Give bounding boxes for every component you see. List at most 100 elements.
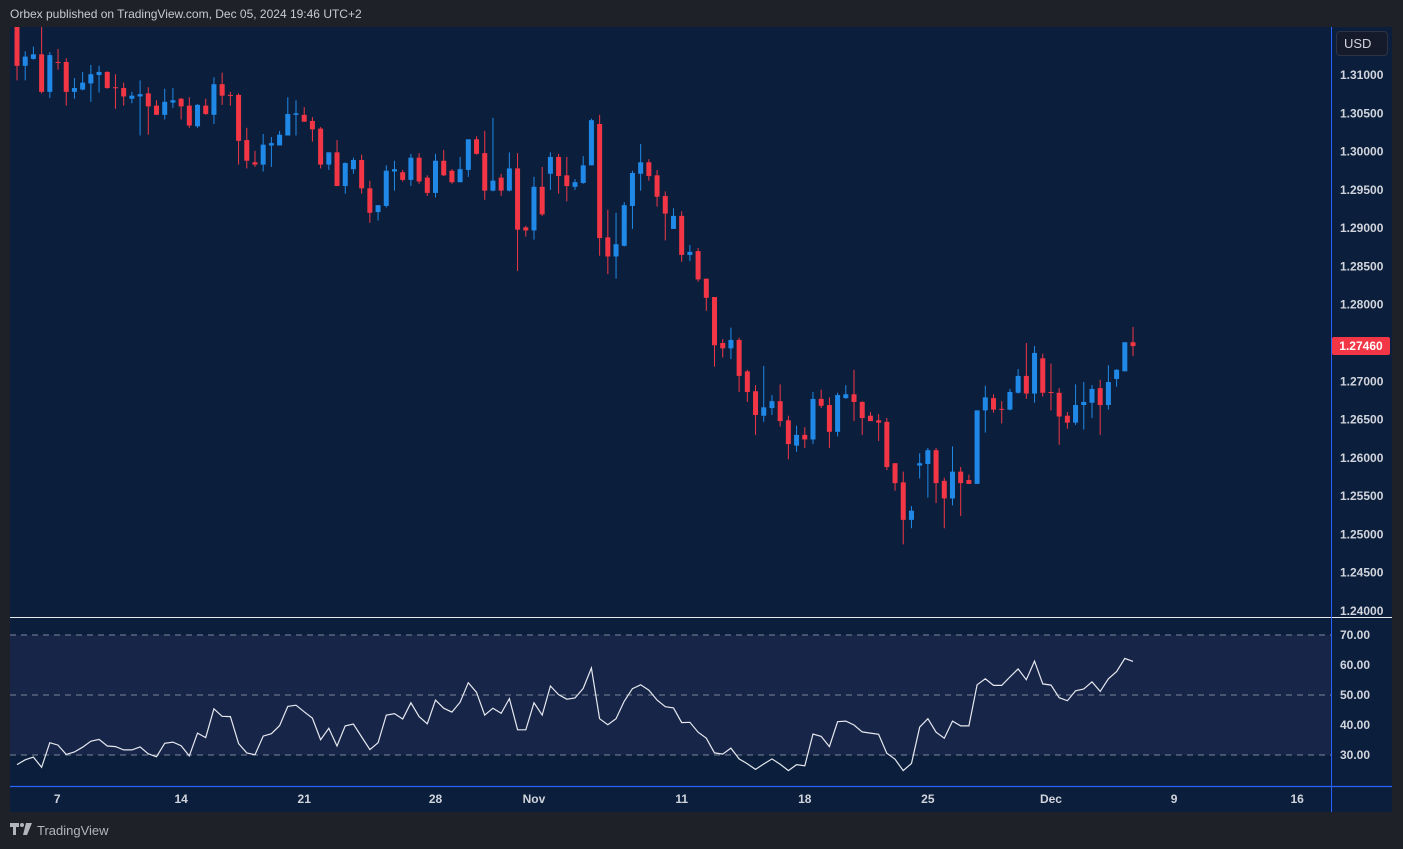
candle-up <box>621 205 627 246</box>
candle-up <box>137 94 143 97</box>
candle-down <box>400 172 406 180</box>
candle-down <box>1056 392 1062 417</box>
price-tick-label: 1.26500 <box>1340 413 1384 427</box>
candle-up <box>350 159 356 170</box>
candle-down <box>244 140 250 161</box>
candle-up <box>1007 391 1013 410</box>
time-tick-label: 11 <box>675 792 688 806</box>
time-tick-label: 21 <box>298 792 312 806</box>
candle-down <box>112 87 118 89</box>
time-tick-label: 28 <box>429 792 443 806</box>
candle-up <box>1122 342 1128 372</box>
candle-up <box>88 74 94 84</box>
candle-up <box>195 104 201 127</box>
candle-up <box>925 450 931 464</box>
rsi-tick-label: 50.00 <box>1340 688 1370 702</box>
candle-down <box>55 61 61 63</box>
price-tick-label: 1.28000 <box>1340 298 1384 312</box>
candle-down <box>424 177 430 193</box>
candle-up <box>506 168 512 191</box>
candle-down <box>334 152 340 187</box>
candle-up <box>1032 352 1038 394</box>
candle-down <box>876 420 882 423</box>
candle-up <box>465 139 471 170</box>
candle-down <box>605 237 611 257</box>
candle-down <box>654 175 660 197</box>
candle-down <box>121 88 127 97</box>
candle-up <box>408 157 414 180</box>
candle-down <box>482 153 488 191</box>
candle-up <box>342 163 348 187</box>
candle-down <box>1048 391 1054 393</box>
candle-down <box>523 227 529 231</box>
candle-up <box>949 471 955 499</box>
candle-down <box>1130 342 1136 347</box>
candle-down <box>14 27 20 66</box>
publish-info: Orbex published on TradingView.com, Dec … <box>10 7 362 21</box>
candle-down <box>63 61 69 92</box>
time-tick-label: Nov <box>523 792 546 806</box>
candle-down <box>867 415 873 422</box>
candle-down <box>104 71 110 89</box>
candle-up <box>433 160 439 193</box>
candle-down <box>826 405 832 432</box>
candle-up <box>22 56 28 66</box>
candle-down <box>318 128 324 165</box>
candle-down <box>441 160 447 176</box>
candle-up <box>47 55 53 92</box>
candle-down <box>941 480 947 499</box>
candle-up <box>638 162 644 174</box>
candle-up <box>383 170 389 206</box>
candle-up <box>794 434 800 446</box>
candle-up <box>1015 375 1021 393</box>
time-tick-label: 9 <box>1171 792 1178 806</box>
candle-down <box>154 105 160 115</box>
candle-up <box>908 510 914 520</box>
chart-svg[interactable]: 1.31000 1.30500 1.30000 1.29500 1.29000 1.285… <box>10 27 1392 812</box>
candle-down <box>736 339 742 376</box>
candle-down <box>999 408 1005 410</box>
candle-up <box>728 339 734 349</box>
candle-up <box>71 88 77 92</box>
candle-down <box>539 186 545 215</box>
candle-up <box>1089 388 1095 403</box>
candle-up <box>293 113 299 115</box>
candle-down <box>178 98 184 107</box>
chart-frame[interactable]: 1.31000 1.30500 1.30000 1.29500 1.29000 1.285… <box>10 27 1392 812</box>
candle-up <box>531 186 537 231</box>
tradingview-logo-icon[interactable] <box>10 823 32 838</box>
price-tick-label: 1.31000 <box>1340 68 1384 82</box>
price-tick-label: 1.27000 <box>1340 374 1384 388</box>
candle-up <box>96 71 102 75</box>
rsi-tick-label: 30.00 <box>1340 748 1370 762</box>
candle-down <box>818 398 824 406</box>
candle-down <box>301 114 307 122</box>
candle-up <box>982 397 988 411</box>
candle-down <box>236 94 242 141</box>
candle-down <box>991 398 997 410</box>
time-tick-label: Dec <box>1040 792 1062 806</box>
candle-down <box>252 162 258 165</box>
candle-down <box>1064 415 1070 423</box>
price-tick-label: 1.30500 <box>1340 106 1384 120</box>
candle-up <box>162 101 168 115</box>
candle-up <box>490 180 496 191</box>
rsi-tick-label: 60.00 <box>1340 658 1370 672</box>
price-tick-label: 1.26000 <box>1340 451 1384 465</box>
candle-down <box>712 297 718 346</box>
rsi-tick-label: 70.00 <box>1340 628 1370 642</box>
price-tick-label: 1.29500 <box>1340 183 1384 197</box>
candle-up <box>326 152 332 165</box>
candle-up <box>572 182 578 187</box>
candle-down <box>309 120 315 130</box>
time-tick-label: 18 <box>798 792 812 806</box>
candle-down <box>720 342 726 349</box>
tradingview-brand[interactable]: TradingView <box>37 823 109 838</box>
candle-down <box>1040 358 1046 393</box>
price-tick-label: 1.30000 <box>1340 145 1384 159</box>
candle-up <box>1105 382 1111 406</box>
candle-up <box>769 401 775 409</box>
currency-button[interactable]: USD <box>1336 31 1388 56</box>
candle-up <box>211 84 217 115</box>
candle-down <box>679 215 685 255</box>
